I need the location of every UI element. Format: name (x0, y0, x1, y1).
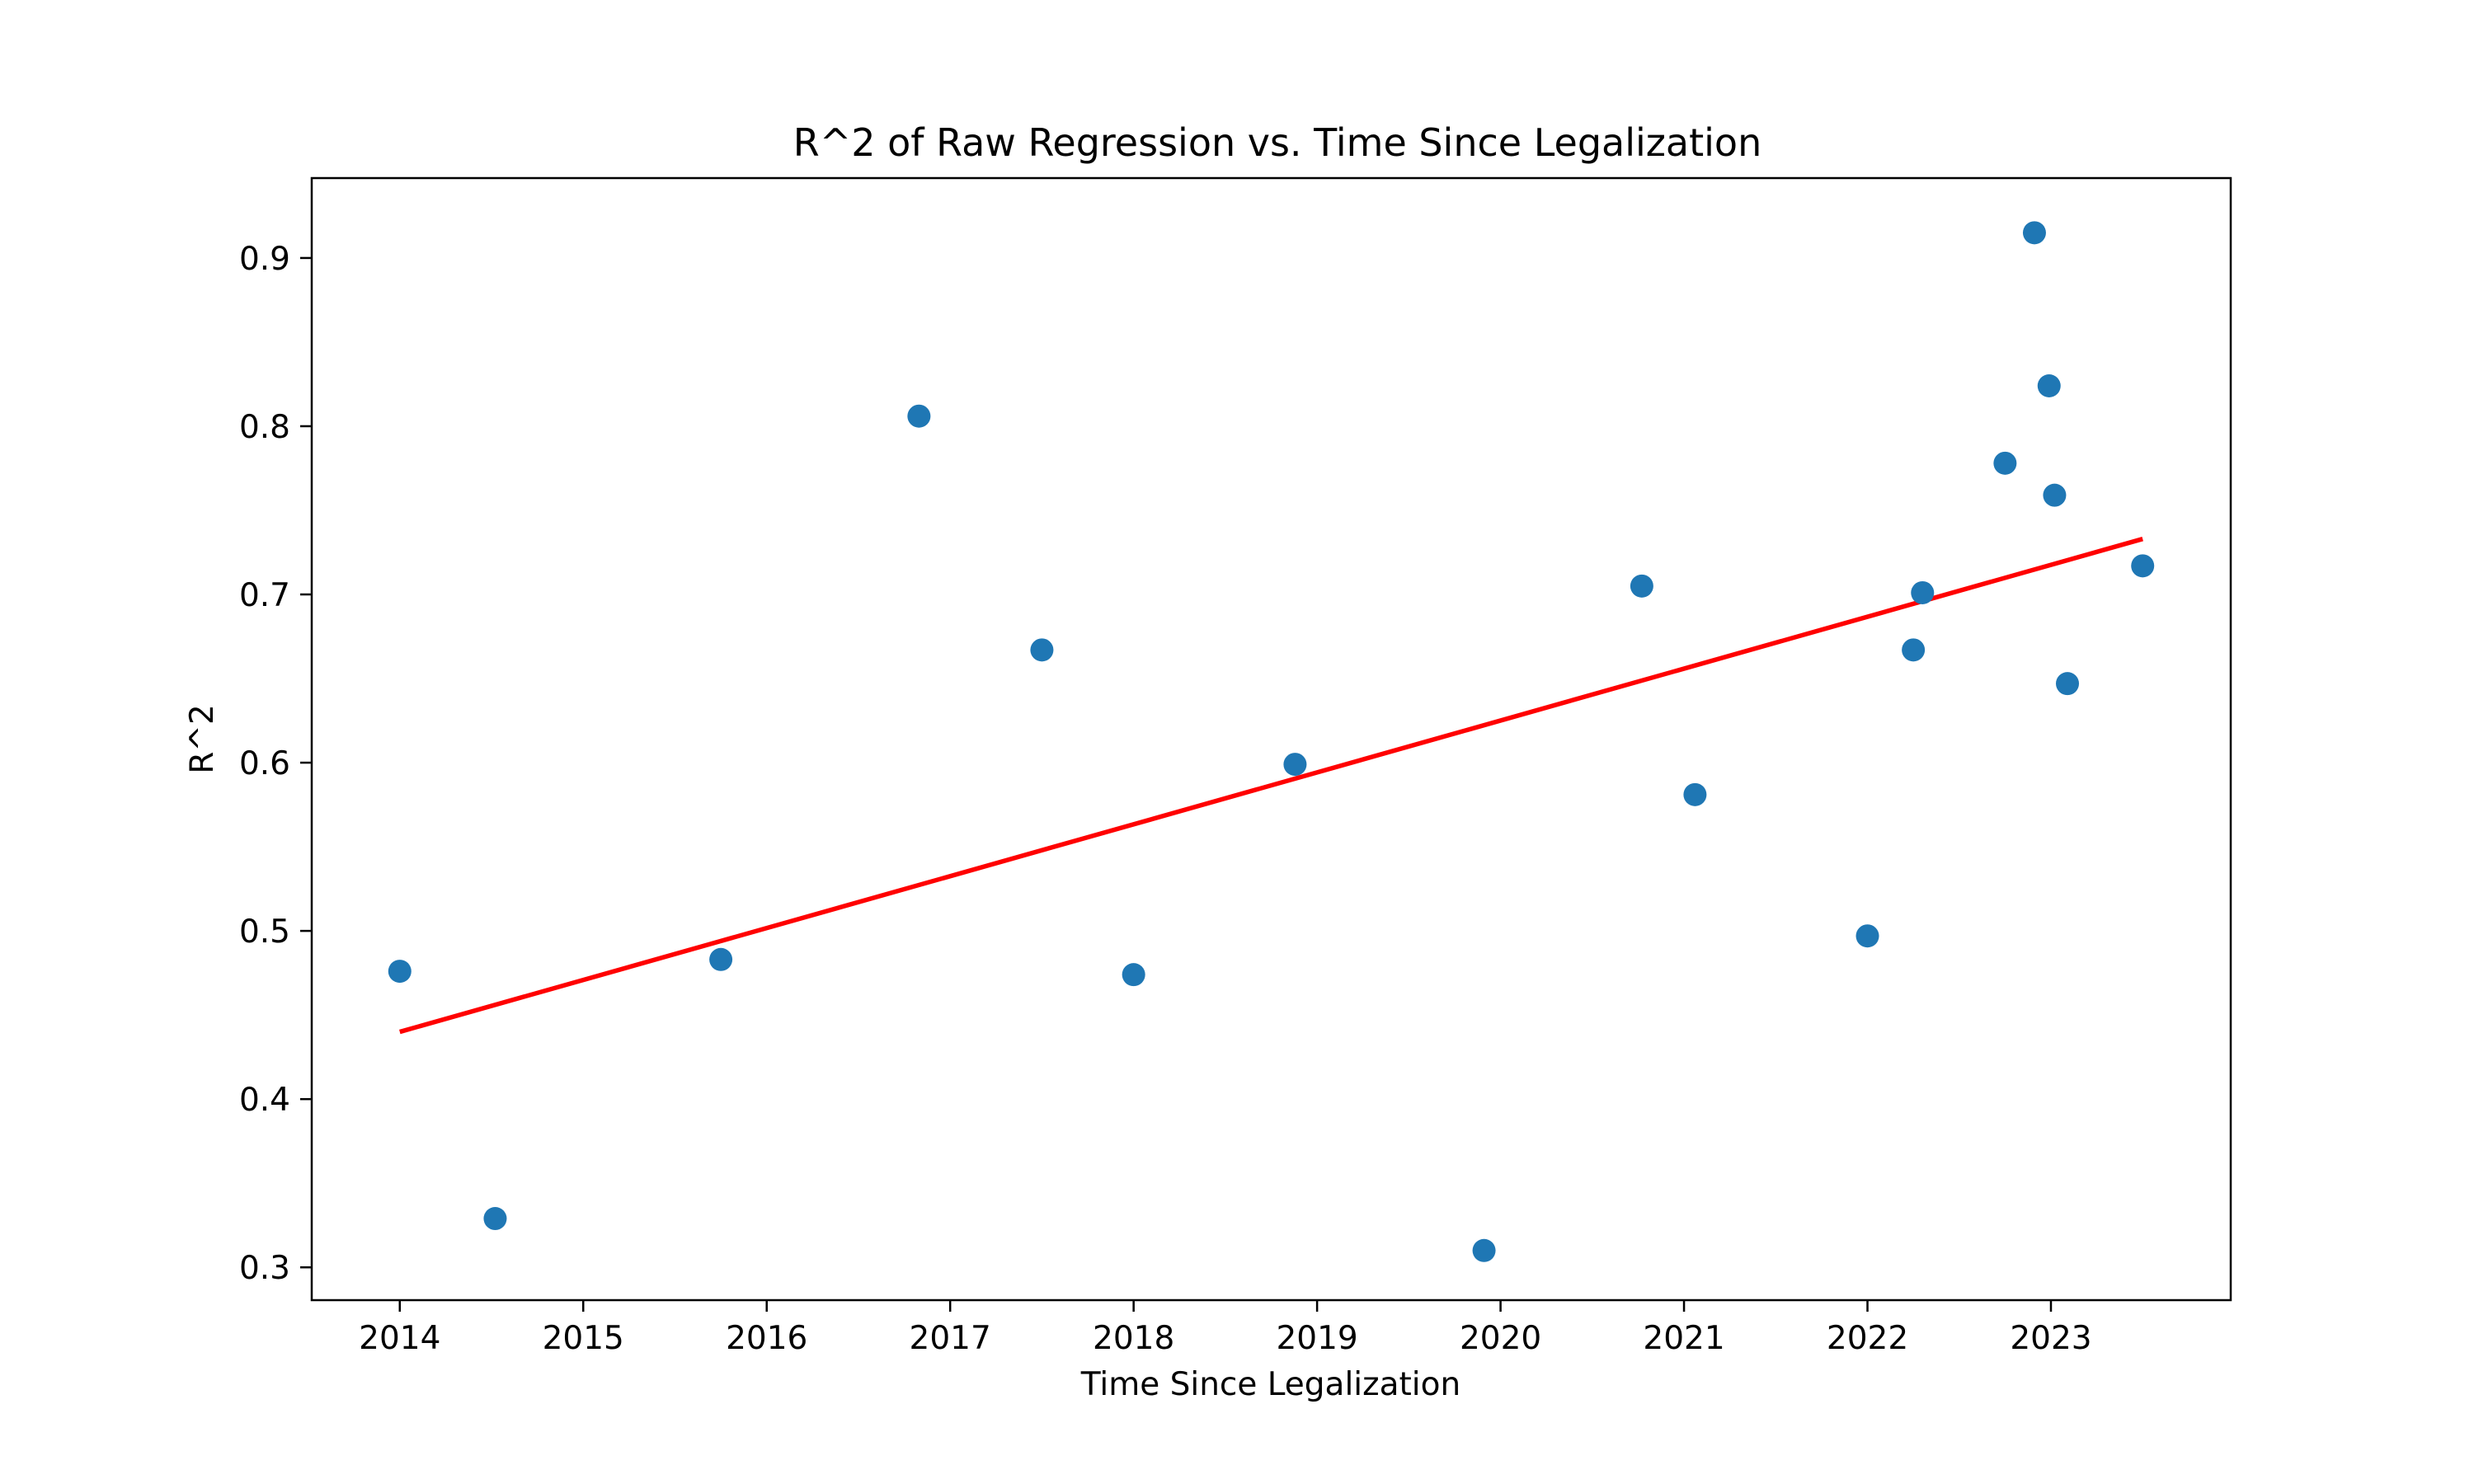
data-point (2131, 554, 2155, 578)
x-tick-label: 2018 (1093, 1320, 1174, 1357)
chart-title: R^2 of Raw Regression vs. Time Since Leg… (793, 120, 1761, 165)
y-axis: 0.3 0.4 0.5 0.6 0.7 0.8 0.9 (239, 241, 312, 1287)
data-point (1911, 580, 1935, 604)
data-point (1122, 963, 1145, 987)
y-axis-label: R^2 (184, 704, 221, 774)
x-tick-label: 2020 (1460, 1320, 1541, 1357)
x-tick-label: 2022 (1827, 1320, 1908, 1357)
x-tick-label: 2021 (1643, 1320, 1724, 1357)
data-point (1993, 451, 2017, 475)
data-point (1030, 638, 1054, 662)
data-point (1472, 1238, 1496, 1262)
data-point (2043, 483, 2067, 507)
x-tick-label: 2017 (910, 1320, 991, 1357)
trend-line (399, 537, 2143, 1035)
y-tick-label: 0.6 (239, 745, 290, 782)
x-tick-label: 2016 (726, 1320, 807, 1357)
data-point (1283, 753, 1307, 777)
data-point (483, 1207, 507, 1231)
data-point (388, 960, 412, 984)
plot-frame (310, 176, 2232, 1302)
y-tick-label: 0.4 (239, 1082, 290, 1119)
data-point (2037, 373, 2061, 397)
data-point (709, 947, 733, 971)
plot-area (388, 221, 2155, 1262)
y-tick-label: 0.5 (239, 913, 290, 951)
x-tick-label: 2015 (543, 1320, 624, 1357)
data-point (1683, 782, 1707, 806)
y-tick-label: 0.7 (239, 577, 290, 614)
data-point (1856, 924, 1879, 948)
data-point (1630, 574, 1653, 598)
x-axis-label: Time Since Legalization (1080, 1366, 1460, 1403)
data-point (907, 404, 931, 428)
x-tick-label: 2023 (2010, 1320, 2091, 1357)
x-axis: 2014 2015 2016 2017 2018 2019 2020 2021 2022 2023 (359, 1300, 2092, 1357)
y-tick-label: 0.3 (239, 1250, 290, 1287)
x-tick-label: 2019 (1276, 1320, 1357, 1357)
data-point (2056, 672, 2080, 696)
x-tick-label: 2014 (359, 1320, 440, 1357)
y-tick-label: 0.8 (239, 409, 290, 446)
data-point (2022, 221, 2046, 245)
y-tick-label: 0.9 (239, 241, 290, 278)
data-point (1902, 638, 1926, 662)
